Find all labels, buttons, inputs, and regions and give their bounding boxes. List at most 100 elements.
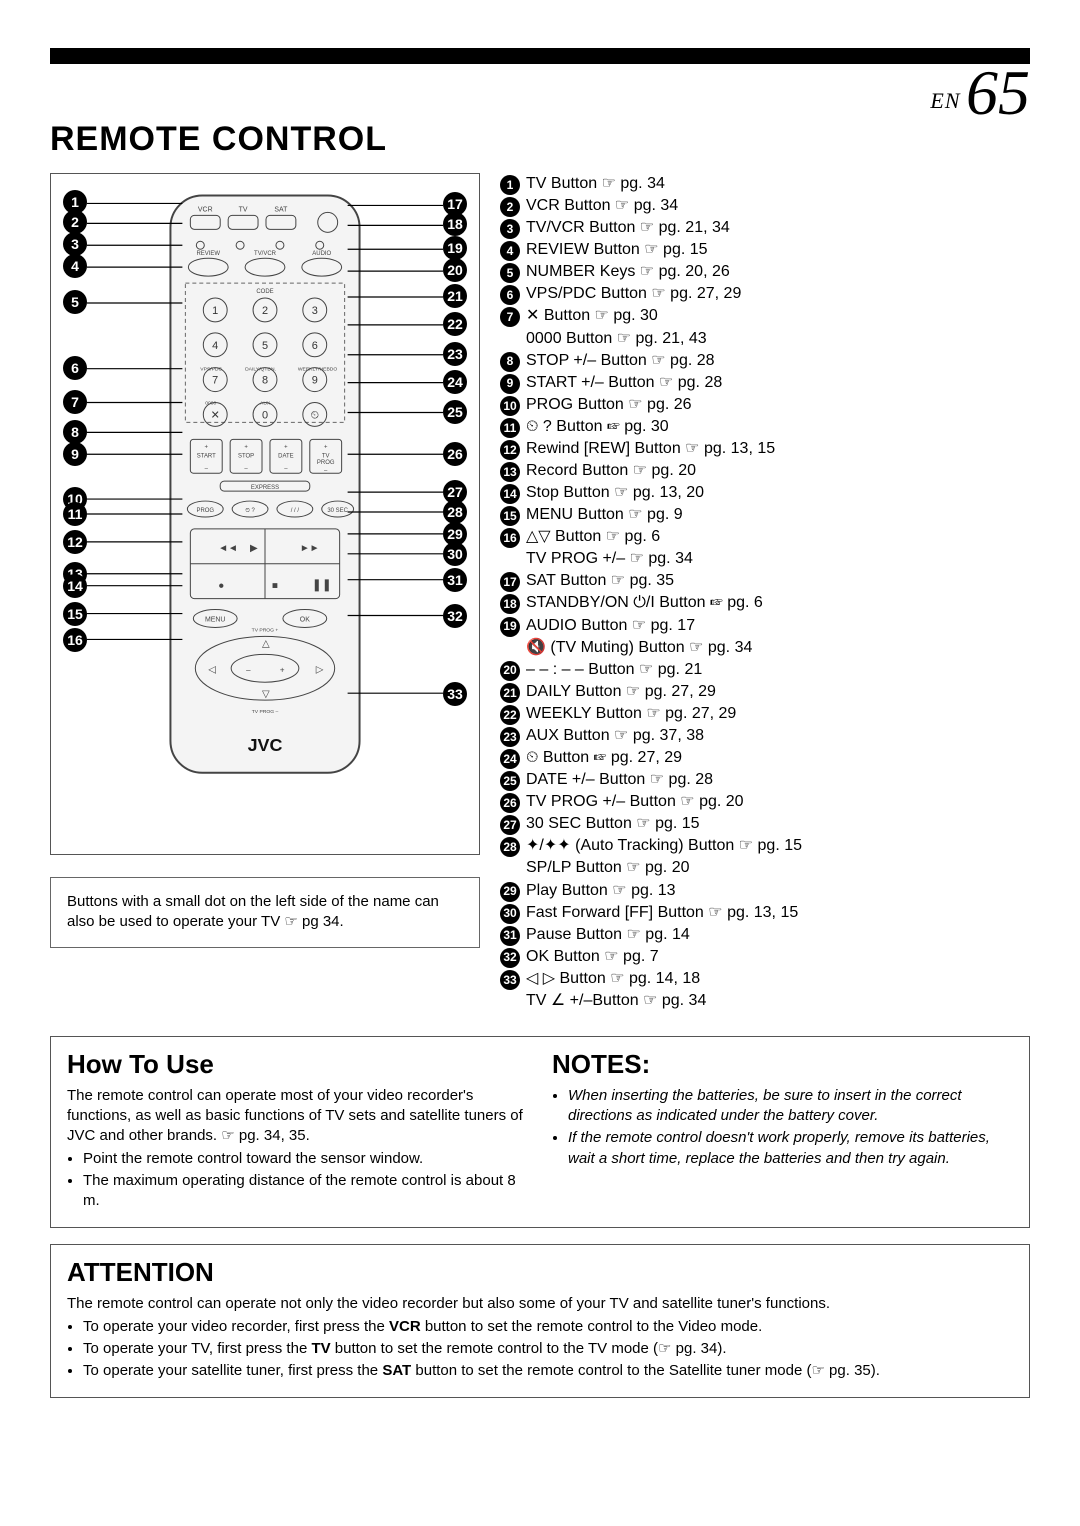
callout-bubble-left: 3: [63, 232, 87, 256]
ref-row: 12Rewind [REW] Button ☞ pg. 13, 15: [500, 438, 1030, 460]
ref-text: ✦/✦✦ (Auto Tracking) Button ☞ pg. 15: [526, 835, 1030, 857]
ref-text: AUX Button ☞ pg. 37, 38: [526, 725, 1030, 747]
ref-bubble: 15: [500, 506, 520, 526]
ref-row: 17SAT Button ☞ pg. 35: [500, 570, 1030, 592]
svg-text:+: +: [205, 444, 209, 450]
ref-row: 22WEEKLY Button ☞ pg. 27, 29: [500, 703, 1030, 725]
callout-bubble-right: 25: [443, 400, 467, 424]
callout-bubble-right: 21: [443, 284, 467, 308]
ref-bubble: 9: [500, 374, 520, 394]
ref-text: START +/– Button ☞ pg. 28: [526, 372, 1030, 394]
ref-text: Fast Forward [FF] Button ☞ pg. 13, 15: [526, 902, 1030, 924]
ref-text: – – : – – Button ☞ pg. 21: [526, 659, 1030, 681]
svg-text:4: 4: [212, 340, 218, 352]
ref-text: DAILY Button ☞ pg. 27, 29: [526, 681, 1030, 703]
ref-row: 5NUMBER Keys ☞ pg. 20, 26: [500, 261, 1030, 283]
footnote-text: Buttons with a small dot on the left sid…: [67, 893, 439, 930]
svg-text:–: –: [246, 665, 251, 674]
svg-text:TV PROG +: TV PROG +: [252, 627, 279, 633]
ref-text: ⏲ Button ☞ pg. 27, 29: [526, 747, 1030, 769]
svg-text:+: +: [244, 444, 248, 450]
ref-text: DATE +/– Button ☞ pg. 28: [526, 769, 1030, 791]
ref-bubble: 31: [500, 926, 520, 946]
page-number-value: 65: [966, 57, 1030, 128]
svg-text:SAT: SAT: [274, 206, 288, 213]
callout-bubble-left: 5: [63, 290, 87, 314]
ref-text: TV/VCR Button ☞ pg. 21, 34: [526, 217, 1030, 239]
ref-text: AUDIO Button ☞ pg. 17: [526, 615, 1030, 637]
callout-bubble-left: 7: [63, 390, 87, 414]
ref-row: 32OK Button ☞ pg. 7: [500, 946, 1030, 968]
ref-text: VPS/PDC Button ☞ pg. 27, 29: [526, 283, 1030, 305]
svg-text:VCR: VCR: [198, 206, 213, 213]
svg-text:PROG: PROG: [317, 460, 335, 466]
reference-list: 1TV Button ☞ pg. 342VCR Button ☞ pg. 343…: [500, 173, 1030, 1012]
ref-bubble: 27: [500, 815, 520, 835]
ref-bubble: 19: [500, 617, 520, 637]
ref-text: STANDBY/ON ⏻/I Button ☞ pg. 6: [526, 592, 1030, 614]
page-number: EN 65: [50, 74, 1030, 114]
ref-row: 1TV Button ☞ pg. 34: [500, 173, 1030, 195]
svg-text:9: 9: [312, 375, 318, 387]
header-area: EN 65: [50, 0, 1030, 114]
ref-row: 26TV PROG +/– Button ☞ pg. 20: [500, 791, 1030, 813]
callout-bubble-right: 24: [443, 370, 467, 394]
ref-text: ◁ ▷ Button ☞ pg. 14, 18: [526, 968, 1030, 990]
ref-text: Stop Button ☞ pg. 13, 20: [526, 482, 1030, 504]
ref-row: 31Pause Button ☞ pg. 14: [500, 924, 1030, 946]
ref-row: 24⏲ Button ☞ pg. 27, 29: [500, 747, 1030, 769]
ref-bubble: 2: [500, 197, 520, 217]
ref-row: 10PROG Button ☞ pg. 26: [500, 394, 1030, 416]
svg-text:✕: ✕: [211, 409, 220, 421]
callout-bubble-left: 6: [63, 356, 87, 380]
ref-bubble: 28: [500, 837, 520, 857]
ref-row: 7✕ Button ☞ pg. 30: [500, 305, 1030, 327]
ref-text: ⏲ ? Button ☞ pg. 30: [526, 416, 1030, 438]
ref-bubble: 7: [500, 307, 520, 327]
ref-bubble: [500, 550, 520, 570]
svg-text:2: 2: [262, 305, 268, 317]
ref-bubble: 3: [500, 219, 520, 239]
svg-text:REVIEW: REVIEW: [196, 251, 220, 257]
list-item: To operate your TV, first press the TV b…: [83, 1339, 1013, 1359]
notes-section: NOTES: When inserting the batteries, be …: [552, 1047, 1013, 1214]
ref-row: 19 AUDIO Button ☞ pg. 17: [500, 615, 1030, 637]
ref-bubble: [500, 859, 520, 879]
svg-text:EXPRESS: EXPRESS: [251, 485, 279, 491]
ref-row: 30 Fast Forward [FF] Button ☞ pg. 13, 15: [500, 902, 1030, 924]
svg-text:CODE: CODE: [256, 289, 273, 295]
ref-row: 9 START +/– Button ☞ pg. 28: [500, 372, 1030, 394]
how-to-use: How To Use The remote control can operat…: [67, 1047, 528, 1214]
ref-text: △▽ Button ☞ pg. 6: [526, 526, 1030, 548]
svg-text:△: △: [262, 638, 270, 649]
callout-bubble-right: 30: [443, 542, 467, 566]
svg-text:❚❚: ❚❚: [312, 578, 332, 592]
ref-row: 23AUX Button ☞ pg. 37, 38: [500, 725, 1030, 747]
svg-text:/ / /: / / /: [291, 508, 300, 514]
ref-text: MENU Button ☞ pg. 9: [526, 504, 1030, 526]
callout-bubble-left: 16: [63, 628, 87, 652]
page-title: REMOTE CONTROL: [50, 120, 1030, 159]
svg-text:◁: ◁: [208, 664, 216, 675]
ref-bubble: 32: [500, 948, 520, 968]
ref-row: 11⏲ ? Button ☞ pg. 30: [500, 416, 1030, 438]
svg-text:STOP: STOP: [238, 453, 254, 459]
svg-text:AUX: AUX: [260, 401, 271, 407]
callout-bubble-right: 18: [443, 212, 467, 236]
callout-bubble-left: 9: [63, 442, 87, 466]
svg-text:WEEKLY/HEBDO: WEEKLY/HEBDO: [298, 367, 338, 373]
ref-bubble: 14: [500, 484, 520, 504]
ref-row: 21DAILY Button ☞ pg. 27, 29: [500, 681, 1030, 703]
manual-page: EN 65 REMOTE CONTROL VCR TV SAT: [0, 0, 1080, 1458]
list-item: If the remote control doesn't work prope…: [568, 1128, 1013, 1169]
ref-bubble: 1: [500, 175, 520, 195]
notes-bullets: When inserting the batteries, be sure to…: [552, 1086, 1013, 1169]
svg-text:7: 7: [212, 375, 218, 387]
callout-bubble-left: 4: [63, 254, 87, 278]
ref-text: PROG Button ☞ pg. 26: [526, 394, 1030, 416]
ref-text: SP/LP Button ☞ pg. 20: [526, 857, 1030, 879]
ref-bubble: 29: [500, 882, 520, 902]
callout-bubble-left: 14: [63, 574, 87, 598]
ref-bubble: 30: [500, 904, 520, 924]
ref-row: 4REVIEW Button ☞ pg. 15: [500, 239, 1030, 261]
